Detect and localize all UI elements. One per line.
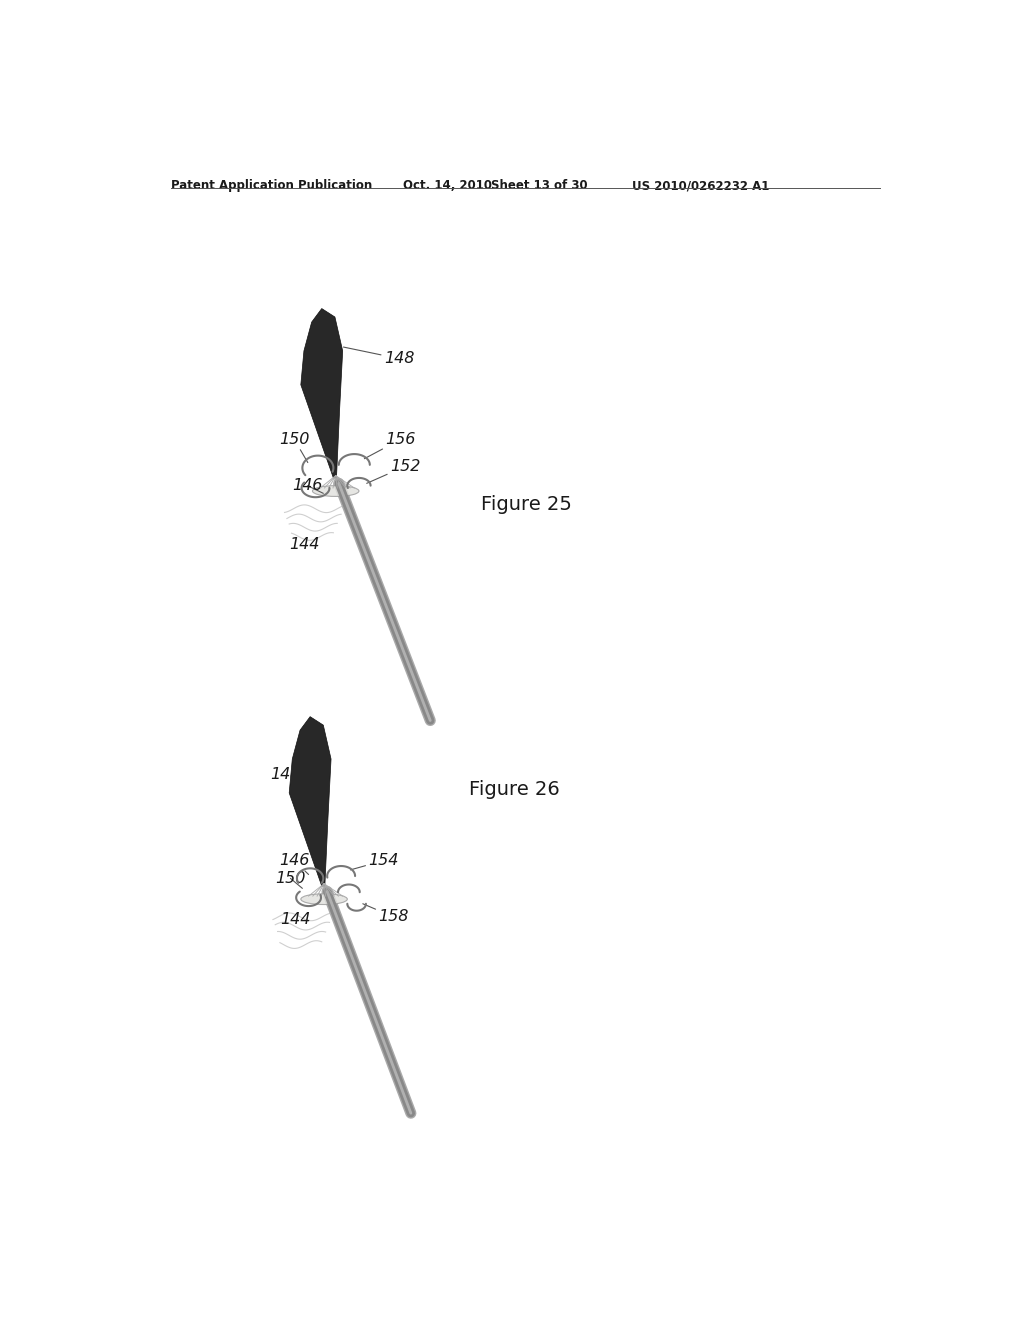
- Text: 144: 144: [281, 912, 311, 927]
- Text: 148: 148: [343, 347, 414, 366]
- Text: 154: 154: [350, 853, 398, 870]
- Text: Patent Application Publication: Patent Application Publication: [171, 180, 372, 193]
- Text: US 2010/0262232 A1: US 2010/0262232 A1: [632, 180, 769, 193]
- Text: 156: 156: [365, 432, 416, 459]
- Text: Oct. 14, 2010: Oct. 14, 2010: [403, 180, 493, 193]
- Text: 144: 144: [289, 537, 319, 553]
- Text: Figure 26: Figure 26: [469, 780, 560, 800]
- Text: 150: 150: [280, 432, 309, 462]
- Text: 158: 158: [362, 904, 409, 924]
- Text: Sheet 13 of 30: Sheet 13 of 30: [490, 180, 588, 193]
- Text: 150: 150: [275, 871, 305, 888]
- Ellipse shape: [301, 894, 347, 904]
- Ellipse shape: [312, 486, 359, 496]
- Text: 146: 146: [280, 853, 309, 875]
- Text: 152: 152: [367, 459, 420, 483]
- Polygon shape: [301, 309, 343, 478]
- Text: Figure 25: Figure 25: [480, 495, 571, 515]
- Text: 146: 146: [292, 478, 324, 494]
- Text: 148: 148: [270, 767, 304, 781]
- Polygon shape: [289, 717, 331, 886]
